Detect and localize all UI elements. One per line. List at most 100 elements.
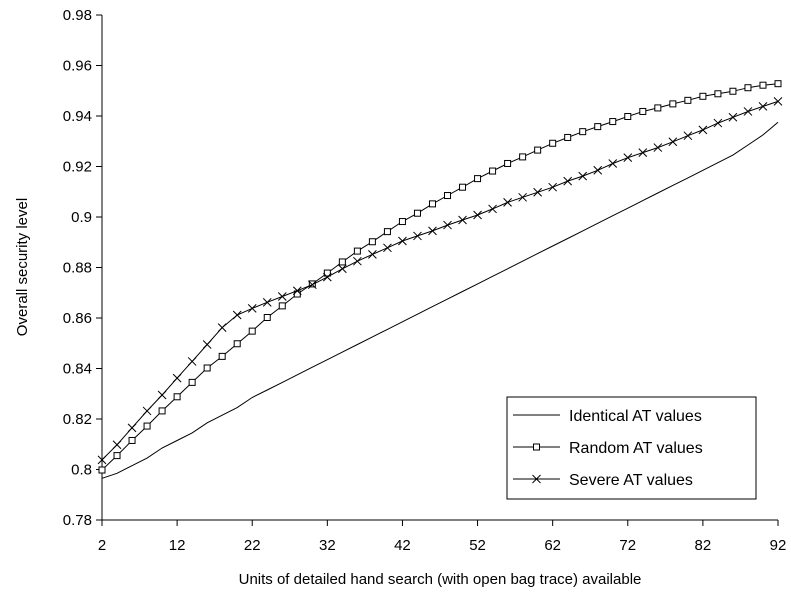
data-point-random-at-values: [609, 118, 617, 126]
data-point-random-at-values: [263, 313, 271, 321]
data-point-random-at-values: [323, 269, 331, 277]
y-tick-label: 0.8: [71, 462, 92, 479]
y-tick-label: 0.9: [71, 209, 92, 226]
legend-marker: [532, 474, 541, 484]
x-tick-label: 92: [770, 537, 787, 554]
data-point-severe-at-values: [307, 280, 317, 290]
data-point-severe-at-values: [773, 97, 783, 106]
data-point-random-at-values: [218, 352, 226, 360]
data-point-random-at-values: [278, 302, 286, 310]
data-point-severe-at-values: [292, 286, 302, 296]
y-tick-label: 0.84: [63, 361, 92, 378]
data-point-random-at-values: [669, 100, 677, 108]
data-point-random-at-values: [173, 393, 181, 401]
series-identical-at-values: [101, 121, 779, 479]
data-point-random-at-values: [428, 200, 436, 208]
data-point-severe-at-values: [338, 264, 347, 274]
legend-item-severe-at-values: Severe AT values: [513, 472, 693, 489]
x-axis-title: Units of detailed hand search (with open…: [239, 571, 642, 588]
data-point-random-at-values: [158, 407, 166, 415]
data-point-random-at-values: [98, 466, 106, 474]
data-point-severe-at-values: [413, 231, 422, 241]
data-point-random-at-values: [459, 183, 467, 191]
data-point-random-at-values: [398, 218, 406, 226]
data-point-random-at-values: [639, 107, 647, 115]
data-point-random-at-values: [368, 238, 376, 246]
data-point-random-at-values: [729, 87, 737, 95]
x-tick-label: 42: [394, 537, 411, 554]
data-point-severe-at-values: [578, 171, 588, 181]
data-point-severe-at-values: [217, 323, 227, 332]
data-point-severe-at-values: [97, 455, 107, 465]
data-point-severe-at-values: [157, 390, 167, 400]
legend: Identical AT values Random AT values Sever…: [506, 396, 757, 500]
x-axis-ticks: 2 12 22 32 42 52 62 72 82 92: [98, 520, 787, 554]
data-point-random-at-values: [353, 247, 361, 255]
y-tick-label: 0.78: [63, 512, 92, 529]
data-point-severe-at-values: [172, 373, 182, 383]
data-point-random-at-values: [489, 167, 497, 175]
data-point-severe-at-values: [262, 297, 272, 307]
series-line-identical-at-values: [101, 121, 779, 479]
data-point-random-at-values: [549, 139, 557, 147]
data-point-severe-at-values: [277, 292, 287, 301]
y-axis-ticks: 0.78 0.8 0.82 0.84 0.86 0.88 0.9 0.92 0.94 0.96 0.…: [63, 7, 102, 529]
data-point-severe-at-values: [127, 423, 137, 433]
data-point-random-at-values: [474, 175, 482, 183]
data-point-random-at-values: [444, 192, 452, 200]
legend-item-identical-at-values: Identical AT values: [513, 408, 702, 425]
data-point-random-at-values: [699, 92, 707, 100]
legend-label: Severe AT values: [569, 472, 693, 489]
data-point-random-at-values: [504, 159, 512, 167]
data-point-random-at-values: [579, 128, 587, 136]
data-point-random-at-values: [714, 90, 722, 98]
legend-item-random-at-values: Random AT values: [513, 440, 703, 457]
data-point-severe-at-values: [668, 137, 678, 147]
x-tick-label: 62: [544, 537, 561, 554]
data-point-severe-at-values: [758, 102, 768, 111]
data-point-severe-at-values: [398, 236, 407, 246]
data-point-random-at-values: [203, 364, 211, 372]
data-point-random-at-values: [308, 280, 316, 288]
x-tick-label: 52: [469, 537, 486, 554]
data-point-severe-at-values: [488, 204, 497, 214]
x-tick-label: 72: [619, 537, 636, 554]
data-point-severe-at-values: [653, 143, 663, 152]
data-point-severe-at-values: [247, 304, 257, 313]
data-point-severe-at-values: [728, 112, 738, 122]
data-point-severe-at-values: [112, 440, 122, 450]
series-line-random-at-values: [101, 83, 779, 471]
data-point-random-at-values: [684, 96, 692, 104]
y-tick-label: 0.98: [63, 7, 92, 24]
y-tick-label: 0.86: [63, 310, 92, 327]
data-point-severe-at-values: [458, 215, 467, 225]
legend-box: [506, 396, 757, 500]
data-point-severe-at-values: [322, 272, 332, 282]
data-point-severe-at-values: [428, 226, 437, 236]
data-point-random-at-values: [233, 340, 241, 348]
legend-label: Identical AT values: [569, 408, 702, 425]
data-point-severe-at-values: [232, 310, 242, 320]
data-point-severe-at-values: [473, 210, 482, 220]
data-point-severe-at-values: [713, 118, 723, 128]
y-tick-label: 0.94: [63, 108, 92, 125]
data-point-severe-at-values: [533, 187, 542, 197]
data-point-random-at-values: [519, 153, 527, 161]
series-line-severe-at-values: [101, 100, 779, 461]
data-point-severe-at-values: [518, 192, 527, 202]
data-point-severe-at-values: [353, 256, 362, 266]
y-tick-label: 0.88: [63, 260, 92, 277]
data-point-severe-at-values: [743, 107, 753, 116]
data-point-severe-at-values: [683, 131, 693, 141]
data-point-severe-at-values: [383, 243, 392, 253]
data-point-random-at-values: [654, 104, 662, 112]
data-point-severe-at-values: [443, 220, 452, 230]
data-point-random-at-values: [188, 378, 196, 386]
data-point-severe-at-values: [623, 153, 633, 163]
data-point-random-at-values: [248, 327, 256, 335]
legend-marker: [533, 443, 540, 451]
data-point-random-at-values: [564, 133, 572, 141]
data-point-severe-at-values: [563, 176, 573, 186]
data-point-random-at-values: [383, 228, 391, 236]
x-tick-label: 82: [695, 537, 712, 554]
